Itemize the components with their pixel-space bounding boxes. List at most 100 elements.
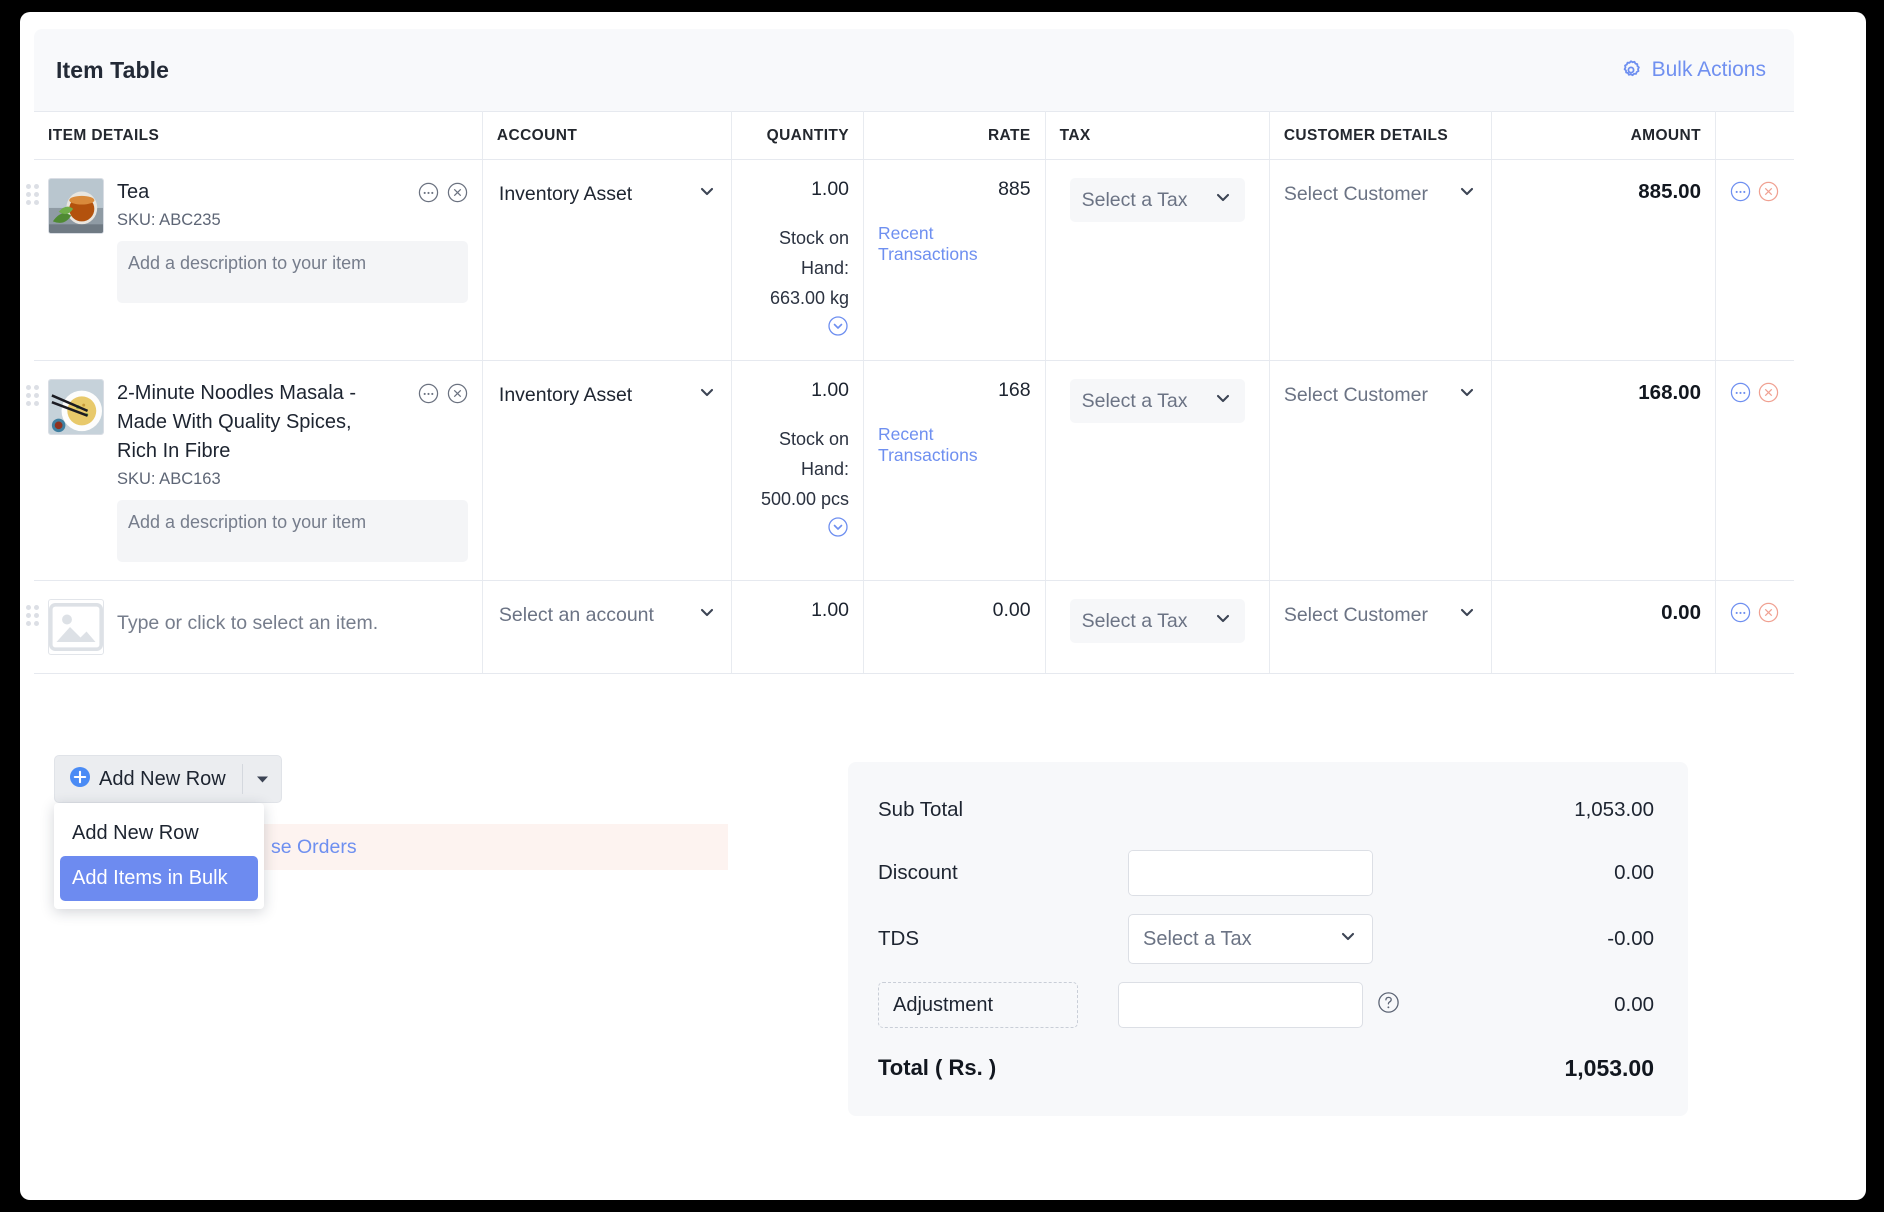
row-delete-icon[interactable]: [1758, 181, 1779, 202]
adjustment-input[interactable]: [1118, 982, 1363, 1028]
row-more-icon[interactable]: [1730, 382, 1751, 403]
col-tax: TAX: [1045, 111, 1270, 160]
item-description-input[interactable]: Add a description to your item: [117, 500, 468, 562]
table-row: 2-Minute Noodles Masala - Made With Qual…: [26, 360, 1794, 581]
rate-input[interactable]: 0.00: [992, 599, 1031, 621]
account-select[interactable]: Inventory Asset: [497, 379, 717, 411]
discount-input[interactable]: [1129, 851, 1372, 895]
add-new-row-button[interactable]: Add New Row: [54, 755, 282, 803]
col-quantity: QUANTITY: [731, 111, 865, 160]
chevron-down-icon: [697, 382, 717, 408]
app-screen: Item Table Bulk Actions ITEM DETAILS: [20, 12, 1866, 1200]
row-more-icon[interactable]: [1730, 181, 1751, 202]
item-name[interactable]: Tea: [117, 181, 150, 203]
rate-cell: 168 Recent Transactions: [863, 360, 1046, 581]
tax-select[interactable]: Select a Tax: [1069, 599, 1245, 643]
customer-select-value: Select Customer: [1283, 182, 1428, 205]
account-select-value: Inventory Asset: [498, 383, 633, 406]
purchase-orders-link[interactable]: se Orders: [271, 835, 357, 858]
quantity-cell: 1.00: [731, 580, 865, 674]
item-details-cell: 2-Minute Noodles Masala - Made With Qual…: [26, 360, 483, 581]
image-placeholder-icon: [48, 599, 104, 655]
amount-cell: 885.00: [1491, 159, 1716, 361]
quantity-cell: 1.00 Stock on Hand: 500.00 pcs: [731, 360, 865, 581]
row-actions-cell: [1715, 580, 1794, 674]
total-row: Total ( Rs. ) 1,053.00: [878, 1046, 1654, 1090]
tax-cell: Select a Tax: [1045, 580, 1270, 674]
subtotal-value: 1,053.00: [1574, 798, 1654, 821]
menu-item-add-new-row[interactable]: Add New Row: [72, 822, 199, 844]
quantity-input[interactable]: 1.00: [811, 379, 850, 401]
customer-select-value: Select Customer: [1283, 383, 1428, 406]
quantity-input[interactable]: 1.00: [811, 178, 850, 200]
chevron-down-icon: [1457, 602, 1477, 628]
table-row: Tea: [26, 159, 1794, 361]
customer-cell: Select Customer: [1269, 159, 1492, 361]
row-more-icon[interactable]: [1730, 602, 1751, 623]
customer-select[interactable]: Select Customer: [1284, 178, 1477, 210]
stock-on-hand-label: Stock on Hand:: [778, 228, 850, 278]
account-select[interactable]: Select an account: [497, 599, 717, 631]
help-icon[interactable]: [1377, 991, 1400, 1019]
tax-cell: Select a Tax: [1045, 360, 1270, 581]
rate-input[interactable]: 885: [998, 178, 1031, 200]
col-rate: RATE: [863, 111, 1046, 160]
customer-select[interactable]: Select Customer: [1284, 379, 1477, 411]
amount-cell: 0.00: [1491, 580, 1716, 674]
add-new-row-area: Add New Row Add New Row Add Items in Bul…: [54, 755, 294, 909]
tds-tax-value: Select a Tax: [1143, 927, 1252, 950]
stock-expand-icon[interactable]: [746, 516, 849, 543]
item-select-input[interactable]: Type or click to select an item.: [117, 612, 379, 634]
rate-input[interactable]: 168: [998, 379, 1031, 401]
table-row: Type or click to select an item. Select …: [26, 580, 1794, 674]
adjustment-row: Adjustment 0.00: [878, 982, 1654, 1028]
bulk-actions-button[interactable]: Bulk Actions: [1619, 58, 1772, 82]
customer-cell: Select Customer: [1269, 580, 1492, 674]
add-new-row-label: Add New Row: [99, 767, 226, 790]
discount-label: Discount: [878, 861, 958, 884]
stock-on-hand: Stock on Hand: 500.00 pcs: [746, 424, 849, 514]
recent-transactions-link[interactable]: Recent Transactions: [878, 223, 978, 264]
customer-cell: Select Customer: [1269, 360, 1492, 581]
chevron-down-icon: [1457, 382, 1477, 408]
chevron-down-icon: [1338, 926, 1358, 952]
chevron-down-icon: [1213, 608, 1233, 634]
drag-handle[interactable]: [26, 605, 40, 626]
amount-value: 0.00: [1661, 601, 1701, 624]
more-options-icon[interactable]: [418, 182, 439, 203]
item-name[interactable]: 2-Minute Noodles Masala - Made With Qual…: [117, 382, 356, 462]
item-sku: SKU: ABC163: [117, 470, 221, 488]
stock-on-hand-label: Stock on Hand:: [778, 429, 850, 479]
col-actions: [1715, 111, 1794, 160]
stock-on-hand-value: 500.00 pcs: [760, 489, 850, 509]
chevron-down-icon: [1213, 187, 1233, 213]
account-cell: Inventory Asset: [482, 159, 732, 361]
item-description-input[interactable]: Add a description to your item: [117, 241, 468, 303]
account-select[interactable]: Inventory Asset: [497, 178, 717, 210]
col-item-details: ITEM DETAILS: [34, 111, 483, 160]
adjustment-label-input[interactable]: Adjustment: [878, 982, 1078, 1028]
drag-handle[interactable]: [26, 385, 40, 406]
customer-select[interactable]: Select Customer: [1284, 599, 1477, 631]
drag-handle[interactable]: [26, 184, 40, 205]
chevron-down-icon: [1213, 388, 1233, 414]
col-customer-details: CUSTOMER DETAILS: [1269, 111, 1492, 160]
remove-item-icon[interactable]: [447, 383, 468, 404]
dropdown-caret-icon[interactable]: [243, 775, 281, 784]
row-delete-icon[interactable]: [1758, 382, 1779, 403]
tax-select-value: Select a Tax: [1081, 188, 1188, 211]
row-delete-icon[interactable]: [1758, 602, 1779, 623]
rate-cell: 0.00: [863, 580, 1046, 674]
more-options-icon[interactable]: [418, 383, 439, 404]
table-header-row: ITEM DETAILS ACCOUNT QUANTITY RATE TAX C…: [34, 111, 1794, 160]
menu-item-add-items-in-bulk[interactable]: Add Items in Bulk: [60, 856, 258, 901]
recent-transactions-link[interactable]: Recent Transactions: [878, 424, 978, 465]
remove-item-icon[interactable]: [447, 182, 468, 203]
tds-tax-select[interactable]: Select a Tax: [1128, 914, 1373, 964]
quantity-input[interactable]: 1.00: [811, 599, 850, 621]
add-new-row-menu: Add New Row Add Items in Bulk: [54, 803, 264, 909]
tax-select[interactable]: Select a Tax: [1069, 379, 1245, 423]
col-amount: AMOUNT: [1491, 111, 1716, 160]
tax-select[interactable]: Select a Tax: [1069, 178, 1245, 222]
stock-expand-icon[interactable]: [746, 315, 849, 342]
